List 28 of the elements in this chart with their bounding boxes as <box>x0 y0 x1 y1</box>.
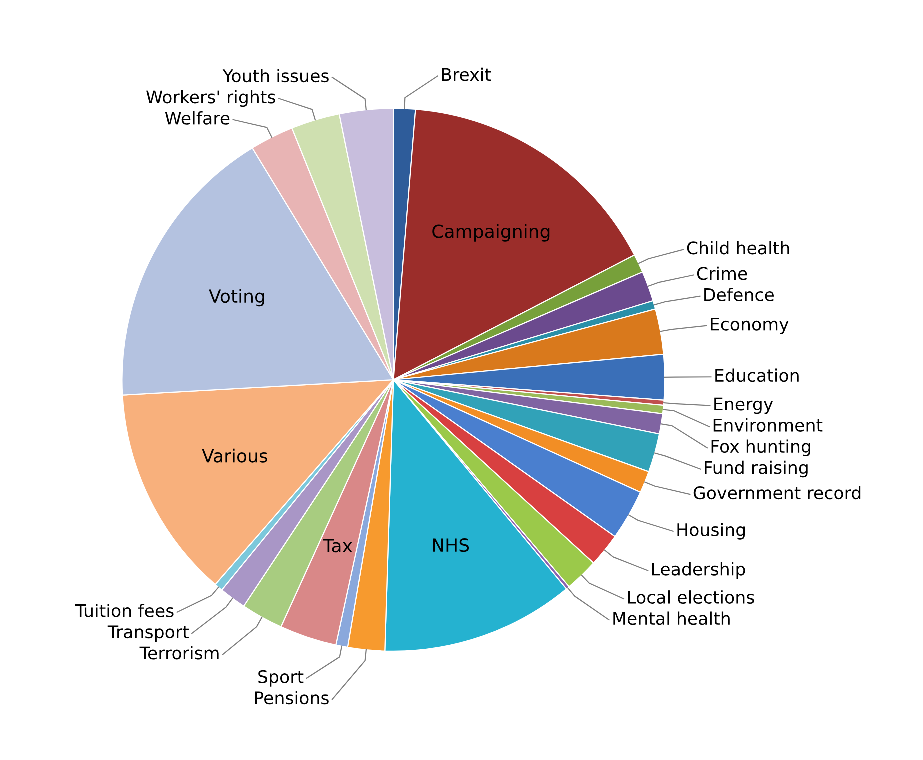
slice-label: Local elections <box>628 590 754 604</box>
slice-label: Campaigning <box>432 224 550 242</box>
slice-label: Various <box>202 448 268 463</box>
slice-label: Sport <box>258 670 304 687</box>
slice-label: Economy <box>711 318 789 334</box>
slice-label: Tax <box>323 539 352 553</box>
slice-label: Crime <box>697 266 748 280</box>
slice-label: Pensions <box>255 691 329 705</box>
slice-label: Mental health <box>614 612 730 626</box>
slice-label: Child health <box>687 241 790 255</box>
slice-label: Youth issues <box>222 69 329 83</box>
slice-label: Leadership <box>652 562 746 580</box>
slice-label: Government record <box>694 486 861 500</box>
slice-label: Housing <box>678 523 746 540</box>
slice-label: Defence <box>704 288 774 302</box>
slice-label: Energy <box>714 398 774 414</box>
slice-label: Tuition fees <box>75 604 174 618</box>
slice-label: NHS <box>433 538 470 552</box>
slice-label: Environment <box>714 418 823 432</box>
slice-label: Fund raising <box>705 460 808 478</box>
slice-label: Fox hunting <box>712 440 810 456</box>
slice-label: Terrorism <box>140 646 219 660</box>
slice-label: Education <box>716 368 799 382</box>
slice-label: Workers' rights <box>146 90 276 108</box>
slice-label: Transport <box>108 626 189 642</box>
slice-label: Welfare <box>165 111 230 125</box>
slice-label: Brexit <box>442 68 492 82</box>
slice-label: Voting <box>209 289 264 307</box>
